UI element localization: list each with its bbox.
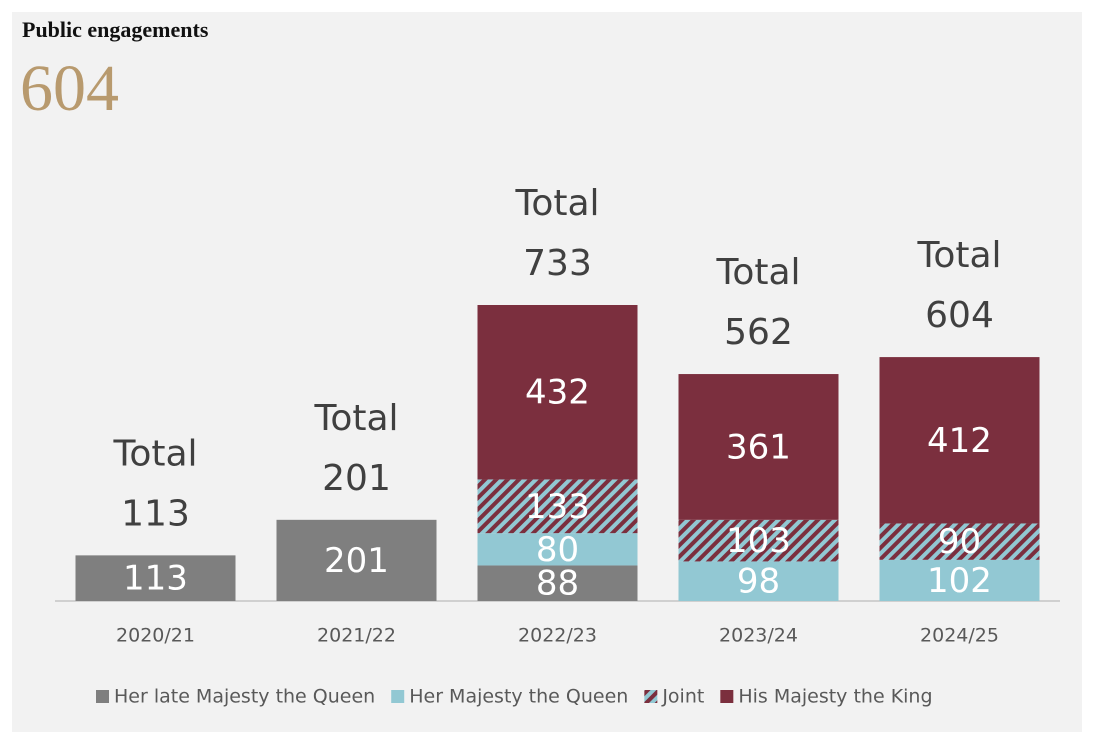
x-tick-label: 2021/22: [317, 625, 396, 647]
bar-segment: [276, 519, 437, 601]
legend-label: Her late Majesty the Queen: [114, 686, 375, 708]
total-value: 201: [322, 458, 391, 499]
legend-swatch: [391, 690, 405, 703]
data-label: 103: [726, 521, 791, 561]
x-tick-label: 2024/25: [920, 625, 999, 647]
data-label: 412: [927, 421, 992, 461]
legend-label: Joint: [661, 686, 704, 708]
legend-swatch: [720, 690, 734, 703]
total-word: Total: [514, 183, 599, 224]
legend-label: His Majesty the King: [738, 686, 932, 708]
legend-swatch: [96, 690, 109, 703]
total-word: Total: [715, 252, 800, 293]
bar-segment: [678, 519, 839, 562]
bar-segment: [678, 374, 839, 520]
legend-label: Her Majesty the Queen: [409, 686, 628, 708]
data-label: 113: [123, 559, 188, 599]
bar-segment: [477, 479, 638, 534]
total-word: Total: [112, 433, 197, 474]
data-label: 98: [737, 562, 780, 602]
header-value: 604: [20, 52, 119, 125]
data-label: 201: [324, 541, 389, 581]
data-label: 102: [927, 561, 992, 601]
data-label: 88: [536, 564, 579, 604]
total-value: 113: [121, 493, 190, 534]
data-label: 80: [536, 530, 579, 570]
header-title: Public engagements: [22, 17, 209, 42]
total-word: Total: [916, 235, 1001, 276]
data-label: 90: [938, 522, 981, 562]
total-word: Total: [313, 398, 398, 439]
legend-swatch: [644, 690, 658, 703]
bar-segment: [477, 533, 638, 566]
data-label: 133: [525, 487, 590, 527]
bar-segment: [75, 555, 236, 601]
x-tick-label: 2023/24: [719, 625, 798, 647]
bar-segment: [477, 305, 638, 480]
x-tick-label: 2020/21: [116, 625, 195, 647]
data-label: 432: [525, 373, 590, 413]
bar-segment: [678, 561, 839, 601]
bar-segment: [879, 523, 1040, 560]
total-value: 604: [925, 295, 994, 336]
bar-segment: [879, 559, 1040, 601]
bar-segment: [477, 565, 638, 601]
bar-segment: [879, 357, 1040, 524]
total-value: 562: [724, 312, 793, 353]
data-label: 361: [726, 427, 791, 467]
x-tick-label: 2022/23: [518, 625, 597, 647]
total-value: 733: [523, 243, 592, 284]
